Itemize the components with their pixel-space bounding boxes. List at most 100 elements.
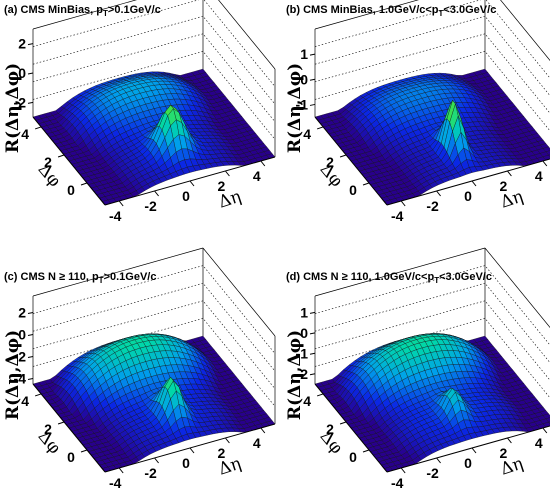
eta-tick-label: 0 xyxy=(464,455,472,471)
eta-tick-label: 0 xyxy=(182,188,190,204)
eta-tick-mark xyxy=(400,467,406,474)
z-tick-mark xyxy=(309,373,316,376)
phi-tick-label: 4 xyxy=(303,393,311,409)
eta-tick-label: -2 xyxy=(144,465,157,481)
eta-tick-mark xyxy=(118,200,124,207)
phi-tick-label: 4 xyxy=(21,126,29,142)
phi-tick-label: 0 xyxy=(67,449,75,465)
surface-mesh xyxy=(314,333,550,473)
phi-tick-label: 4 xyxy=(21,393,29,409)
z-tick-mark xyxy=(309,78,316,81)
phi-tick-mark xyxy=(339,421,347,425)
phi-axis-label: Δφ xyxy=(34,427,65,458)
z-axis-label: R(Δη,Δφ) xyxy=(285,63,305,153)
eta-tick-label: 2 xyxy=(500,178,508,194)
z-tick-mark xyxy=(309,332,316,335)
panel-c: (c) CMS N ≥ 110, pT>0.1GeV/c -4 -2 0 2 4 0 2 4 -4… xyxy=(3,247,276,491)
eta-tick-mark xyxy=(189,447,195,454)
z-tick-label: 0 xyxy=(300,325,308,341)
eta-tick-label: 4 xyxy=(253,435,261,451)
phi-tick-mark xyxy=(34,126,42,130)
phi-tick-mark xyxy=(362,449,370,453)
z-tick-mark xyxy=(27,378,34,380)
phi-axis-label: Δφ xyxy=(316,160,347,191)
z-axis-label: R(Δη,Δφ) xyxy=(3,330,23,420)
panel-d: (d) CMS N ≥ 110, 1.0GeV/c<pT<3.0GeV/c -4 -… xyxy=(285,247,550,491)
eta-tick-mark xyxy=(542,427,548,434)
eta-tick-mark xyxy=(260,160,266,167)
eta-tick-mark xyxy=(225,170,230,177)
eta-tick-mark xyxy=(471,447,477,454)
eta-tick-mark xyxy=(225,437,230,444)
phi-tick-mark xyxy=(316,393,324,397)
phi-tick-label: 0 xyxy=(349,449,357,465)
phi-tick-mark xyxy=(80,449,88,453)
eta-tick-mark xyxy=(154,457,159,464)
eta-tick-mark xyxy=(471,180,477,187)
phi-axis-label: Δφ xyxy=(316,427,347,458)
eta-tick-label: -4 xyxy=(109,475,122,491)
eta-tick-mark xyxy=(154,190,159,197)
surface-mesh xyxy=(32,333,276,473)
z-axis-label: R(Δη,Δφ) xyxy=(285,330,305,420)
eta-tick-mark xyxy=(436,457,441,464)
phi-tick-label: 4 xyxy=(303,126,311,142)
z-tick-mark xyxy=(27,101,34,104)
eta-tick-mark xyxy=(400,200,406,207)
z-tick-label: -4 xyxy=(14,371,27,387)
eta-tick-label: -4 xyxy=(391,475,404,491)
panel-b: (b) CMS MinBias, 1.0GeV/c<pT<3.0GeV/c -4 -… xyxy=(285,0,550,224)
z-tick-label: -2 xyxy=(14,94,27,110)
z-tick-label: 0 xyxy=(300,71,308,87)
z-tick-label: 1 xyxy=(300,304,308,320)
panel-title: (a) CMS MinBias, pT>0.1GeV/c xyxy=(4,4,161,18)
eta-tick-label: 4 xyxy=(535,168,543,184)
panel-a: (a) CMS MinBias, pT>0.1GeV/c-4-2024024-2… xyxy=(3,0,276,224)
eta-tick-label: 2 xyxy=(218,178,226,194)
z-tick-mark xyxy=(27,334,34,336)
z-tick-label: 1 xyxy=(300,46,308,62)
z-tick-label: -2 xyxy=(14,349,27,365)
panel-title: (c) CMS N ≥ 110, pT>0.1GeV/c xyxy=(4,271,156,285)
phi-tick-label: 2 xyxy=(326,154,334,170)
eta-tick-mark xyxy=(436,190,441,197)
z-tick-label: 2 xyxy=(18,305,26,321)
z-tick-label: -1 xyxy=(296,345,309,361)
eta-tick-label: -2 xyxy=(426,198,439,214)
eta-tick-mark xyxy=(507,170,512,177)
z-tick-mark xyxy=(309,311,316,314)
eta-tick-label: 0 xyxy=(464,188,472,204)
eta-tick-mark xyxy=(118,467,124,474)
panel-title: (b) CMS MinBias, 1.0GeV/c<pT<3.0GeV/c xyxy=(286,4,496,18)
eta-tick-mark xyxy=(189,180,195,187)
eta-tick-label: -4 xyxy=(391,208,404,224)
z-tick-mark xyxy=(27,72,34,75)
eta-tick-label: 2 xyxy=(218,445,226,461)
phi-tick-mark xyxy=(316,126,324,130)
phi-tick-mark xyxy=(34,393,42,397)
z-tick-mark xyxy=(309,103,316,106)
phi-tick-mark xyxy=(339,154,347,158)
z-tick-mark xyxy=(27,43,34,46)
phi-axis-label: Δφ xyxy=(34,160,65,191)
eta-tick-mark xyxy=(507,437,512,444)
z-tick-label: 0 xyxy=(18,65,26,81)
z-tick-mark xyxy=(27,312,34,314)
phi-tick-mark xyxy=(362,182,370,186)
z-tick-mark xyxy=(27,356,34,358)
surface-mesh xyxy=(314,68,550,206)
eta-tick-mark xyxy=(260,427,266,434)
eta-tick-label: 2 xyxy=(500,445,508,461)
eta-tick-label: 4 xyxy=(535,435,543,451)
phi-tick-label: 0 xyxy=(349,182,357,198)
z-tick-label: 2 xyxy=(18,36,26,52)
eta-tick-label: -2 xyxy=(144,198,157,214)
panel-title: (d) CMS N ≥ 110, 1.0GeV/c<pT<3.0GeV/c xyxy=(286,271,492,285)
phi-tick-mark xyxy=(80,182,88,186)
phi-tick-label: 2 xyxy=(326,421,334,437)
z-tick-label: 0 xyxy=(18,327,26,343)
eta-tick-label: -2 xyxy=(426,465,439,481)
z-tick-mark xyxy=(309,352,316,355)
phi-tick-label: 2 xyxy=(44,154,52,170)
